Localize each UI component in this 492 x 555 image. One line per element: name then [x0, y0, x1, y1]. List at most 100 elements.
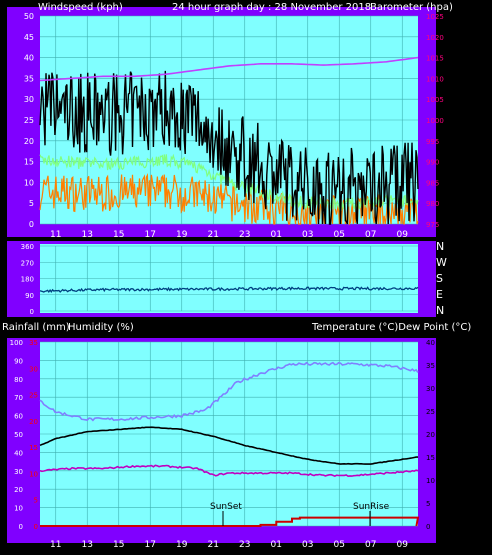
- rainfall-series: [40, 516, 420, 527]
- wind-direction-series: [39, 286, 419, 293]
- baro-y-tick: 980: [426, 200, 439, 208]
- humidity-series: [39, 361, 419, 422]
- rain-y-tick: 20: [29, 418, 38, 426]
- hum-y-tick: 80: [14, 376, 23, 384]
- hum-y-tick: 70: [14, 394, 23, 402]
- rain-y-tick: 5: [34, 497, 38, 505]
- baro-y-tick: 1010: [426, 75, 444, 83]
- wind-x-tick: 07: [365, 230, 376, 240]
- axis-labels: 0510152025303540455097598098599099510001…: [10, 12, 444, 550]
- rain-y-tick: 35: [29, 339, 38, 347]
- temp-y-tick: 5: [426, 500, 430, 508]
- rain-y-tick: 0: [34, 523, 38, 531]
- hum-x-tick: 17: [145, 540, 156, 550]
- temp-y-tick: 0: [426, 523, 430, 531]
- hum-x-tick: 05: [334, 540, 345, 550]
- humidity-axis-title: Humidity (%): [68, 322, 134, 333]
- hum-x-tick: 19: [176, 540, 188, 550]
- wind-y-tick: 50: [24, 12, 34, 21]
- dir-y-tick: 360: [21, 243, 34, 251]
- hum-y-tick: 30: [14, 468, 23, 476]
- chart-title: 24 hour graph day : 28 November 2018: [172, 2, 371, 13]
- hum-y-tick: 20: [14, 486, 23, 494]
- temp-y-tick: 35: [426, 362, 435, 370]
- wind-y-tick: 20: [24, 137, 34, 146]
- wind-x-tick: 17: [145, 230, 156, 240]
- wind-y-tick: 0: [29, 220, 34, 229]
- wind-x-tick: 21: [208, 230, 219, 240]
- wind-y-tick: 25: [24, 116, 34, 125]
- hum-x-tick: 23: [239, 540, 250, 550]
- wind-average-series: [39, 153, 419, 212]
- compass-label-n-top: N: [436, 240, 444, 253]
- baro-y-tick: 995: [426, 138, 439, 146]
- wind-series: [39, 56, 419, 226]
- baro-y-tick: 1020: [426, 34, 444, 42]
- wind-x-tick: 15: [113, 230, 124, 240]
- baro-y-tick: 985: [426, 179, 439, 187]
- rainfall-axis-title: Rainfall (mm): [2, 322, 70, 333]
- sunset-label: SunSet: [210, 502, 242, 512]
- hum-y-tick: 10: [14, 505, 23, 513]
- hum-x-tick: 15: [113, 540, 124, 550]
- wind-axis-title: Windspeed (kph): [38, 2, 123, 13]
- wind-low-series: [39, 173, 419, 226]
- temp-y-tick: 10: [426, 477, 435, 485]
- wind-y-tick: 30: [24, 95, 34, 104]
- wind-x-tick: 11: [50, 230, 61, 240]
- hum-x-tick: 09: [397, 540, 409, 550]
- hum-x-tick: 21: [208, 540, 219, 550]
- baro-y-tick: 1015: [426, 55, 444, 63]
- temp-y-tick: 15: [426, 454, 435, 462]
- hum-x-tick: 07: [365, 540, 376, 550]
- compass-label-s: S: [436, 272, 443, 285]
- wind-x-tick: 05: [334, 230, 345, 240]
- temperature-axis-title: Temperature (°C)Dew Point (°C): [311, 322, 471, 333]
- baro-y-tick: 1025: [426, 13, 444, 21]
- wind-y-tick: 10: [24, 178, 34, 187]
- hum-y-tick: 60: [14, 413, 23, 421]
- rain-y-tick: 25: [29, 392, 38, 400]
- hum-x-tick: 13: [82, 540, 93, 550]
- dir-y-tick: 270: [21, 259, 34, 267]
- baro-y-tick: 990: [426, 159, 439, 167]
- wind-x-tick: 01: [271, 230, 282, 240]
- compass-label-w: W: [436, 256, 447, 269]
- dir-y-tick: 90: [25, 292, 34, 300]
- direction-series: [39, 286, 419, 293]
- wind-x-tick: 19: [176, 230, 188, 240]
- wind-y-tick: 35: [24, 74, 34, 83]
- dir-y-tick: 180: [21, 276, 34, 284]
- wind-y-tick: 40: [24, 54, 34, 63]
- wind-y-tick: 45: [24, 33, 34, 42]
- windspeed-series: [39, 70, 419, 225]
- barometer-series: [39, 56, 419, 82]
- wind-x-tick: 03: [302, 230, 313, 240]
- wind-y-tick: 5: [29, 199, 34, 208]
- hum-y-tick: 50: [14, 431, 23, 439]
- sunrise-label: SunRise: [353, 502, 390, 512]
- hum-x-tick: 01: [271, 540, 282, 550]
- hum-y-tick: 0: [19, 523, 23, 531]
- compass-label-e: E: [436, 288, 443, 301]
- hum-y-tick: 100: [10, 339, 23, 347]
- temp-y-tick: 40: [426, 339, 435, 347]
- temp-y-tick: 30: [426, 385, 435, 393]
- barometer-axis-title: Barometer (hpa): [370, 2, 453, 13]
- compass-label-n-bottom: N: [436, 304, 444, 317]
- dewpoint-series: [39, 464, 419, 478]
- temp-y-tick: 25: [426, 408, 435, 416]
- hum-y-tick: 40: [14, 449, 23, 457]
- baro-y-tick: 1005: [426, 96, 444, 104]
- wind-x-tick: 09: [397, 230, 409, 240]
- wind-x-tick: 23: [239, 230, 250, 240]
- baro-y-tick: 975: [426, 221, 439, 229]
- hum-y-tick: 90: [14, 357, 23, 365]
- temperature-series: [39, 426, 418, 465]
- rain-y-tick: 30: [29, 365, 38, 373]
- temp-y-tick: 20: [426, 431, 435, 439]
- dir-y-tick: 0: [30, 308, 34, 316]
- rain-y-tick: 10: [29, 470, 38, 478]
